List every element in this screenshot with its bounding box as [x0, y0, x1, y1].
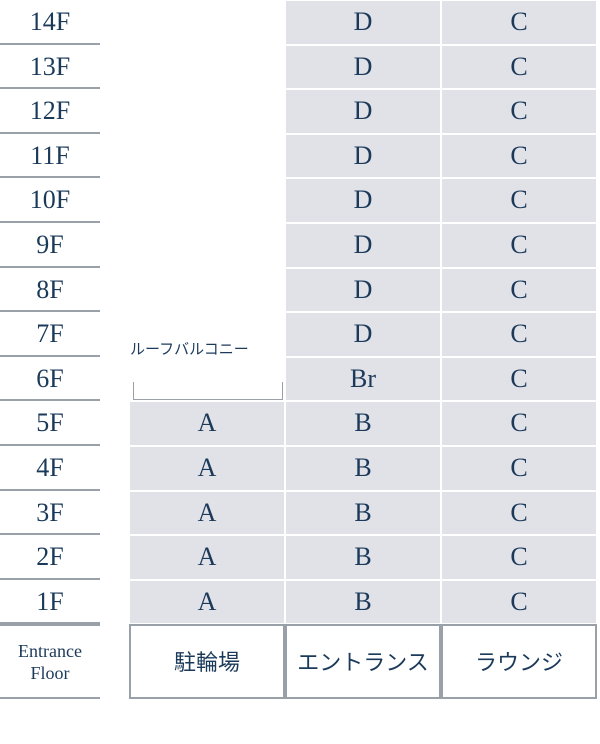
unit-cell: B — [285, 535, 441, 580]
ground-cell: エントランス — [285, 624, 441, 699]
unit-cell: D — [285, 312, 441, 357]
floor-label: 2F — [0, 535, 100, 580]
unit-cell: Br — [285, 357, 441, 402]
empty-cell — [129, 223, 285, 268]
floor-label: 7F — [0, 312, 100, 357]
floor-row: DC — [129, 223, 597, 268]
unit-cell: C — [441, 134, 597, 179]
floor-label: 1F — [0, 580, 100, 625]
empty-cell — [129, 45, 285, 90]
unit-cell: D — [285, 89, 441, 134]
unit-cell: C — [441, 357, 597, 402]
floor-row: DC — [129, 45, 597, 90]
unit-cell: D — [285, 178, 441, 223]
unit-cell: D — [285, 223, 441, 268]
floor-row: ABC — [129, 491, 597, 536]
floor-label: 4F — [0, 446, 100, 491]
unit-cell: C — [441, 268, 597, 313]
floor-row: DC — [129, 0, 597, 45]
unit-cell: C — [441, 178, 597, 223]
unit-cell: C — [441, 491, 597, 536]
unit-cell: C — [441, 401, 597, 446]
floor-label: 12F — [0, 89, 100, 134]
floor-label: 3F — [0, 491, 100, 536]
unit-cell: C — [441, 45, 597, 90]
unit-cell: C — [441, 580, 597, 625]
floor-label: 9F — [0, 223, 100, 268]
entrance-floor-label: EntranceFloor — [0, 624, 100, 699]
empty-cell — [129, 268, 285, 313]
unit-cell: C — [441, 535, 597, 580]
unit-cell: D — [285, 268, 441, 313]
floor-label: 14F — [0, 0, 100, 45]
unit-cell: C — [441, 446, 597, 491]
ground-cell: ラウンジ — [441, 624, 597, 699]
floor-row: ABC — [129, 401, 597, 446]
unit-cell: A — [129, 535, 285, 580]
floor-row: DC — [129, 134, 597, 179]
floor-label: 5F — [0, 401, 100, 446]
unit-cell: C — [441, 312, 597, 357]
roof-balcony-label: ルーフバルコニー — [130, 338, 249, 359]
floor-row: ABC — [129, 446, 597, 491]
unit-cell: D — [285, 0, 441, 45]
floor-row: ABC — [129, 535, 597, 580]
floor-label: 8F — [0, 268, 100, 313]
unit-cell: C — [441, 223, 597, 268]
unit-cell: A — [129, 491, 285, 536]
floor-label: 6F — [0, 357, 100, 402]
empty-cell — [129, 0, 285, 45]
floor-row: DC — [129, 178, 597, 223]
empty-cell — [129, 89, 285, 134]
floor-row: DC — [129, 268, 597, 313]
empty-cell — [129, 178, 285, 223]
unit-cell: D — [285, 45, 441, 90]
ground-row: 駐輪場エントランスラウンジ — [129, 624, 597, 699]
empty-cell — [129, 134, 285, 179]
unit-cell: A — [129, 580, 285, 625]
unit-cell: B — [285, 580, 441, 625]
roof-balcony-line — [133, 382, 283, 400]
unit-cell: B — [285, 491, 441, 536]
ground-cell: 駐輪場 — [129, 624, 285, 699]
floor-row: ABC — [129, 580, 597, 625]
unit-cell: C — [441, 0, 597, 45]
floor-label: 13F — [0, 45, 100, 90]
unit-cell: B — [285, 446, 441, 491]
unit-cell: A — [129, 446, 285, 491]
unit-cell: B — [285, 401, 441, 446]
unit-cell: C — [441, 89, 597, 134]
floor-label: 11F — [0, 134, 100, 179]
floor-label-column: 14F13F12F11F10F9F8F7F6F5F4F3F2F1FEntranc… — [0, 0, 100, 699]
unit-cell: D — [285, 134, 441, 179]
unit-cell: A — [129, 401, 285, 446]
floor-row: DC — [129, 89, 597, 134]
floor-label: 10F — [0, 178, 100, 223]
